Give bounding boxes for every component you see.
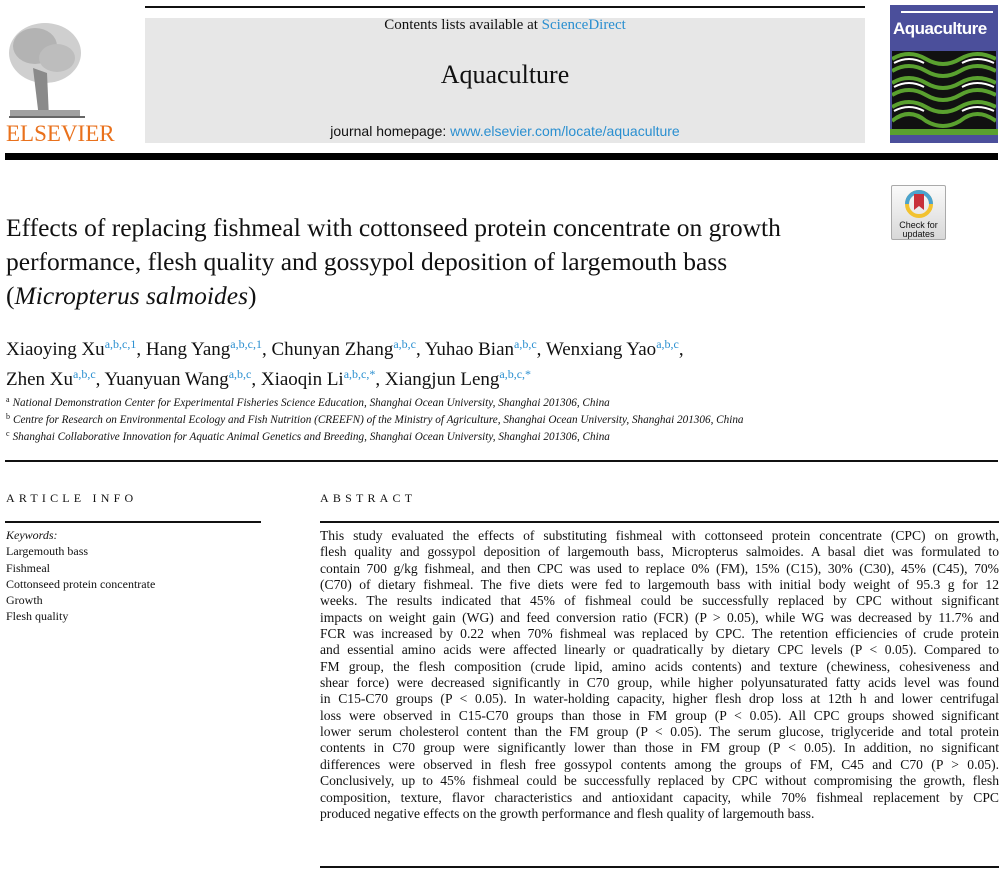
abstract-heading: ABSTRACT [320,491,417,505]
abstract-line: produced negative effects on the growth … [320,805,815,821]
abstract-line: FM group, the flesh composition (crude l… [320,658,999,674]
cover-rule [901,11,993,13]
check-updates-line2: updates [902,229,935,239]
abstract-rule [320,521,999,523]
affiliation: b Centre for Research on Environmental Ec… [6,412,744,426]
abstract-line: (C70) of dietary fishmeal. The five diet… [320,577,999,593]
keyword: Largemouth bass [6,544,89,559]
elsevier-logo[interactable]: ELSEVIER [5,18,118,146]
check-updates-line1: Check for [899,220,938,230]
abstract-line: impacts on weight gain (WG) and feed con… [320,609,999,625]
article-info-rule [5,521,261,523]
author[interactable]: Xiaoqin Lia,b,c,* [260,367,376,390]
sciencedirect-link[interactable]: ScienceDirect [541,17,626,33]
keywords-label: Keywords: [6,528,58,542]
author[interactable]: Xiaoying Xua,b,c,1 [6,337,137,360]
author[interactable]: Chunyan Zhanga,b,c [271,337,417,360]
elsevier-wordmark: ELSEVIER [6,121,115,143]
header-thick-bar [5,153,998,160]
author[interactable]: Hang Yanga,b,c,1 [145,337,262,360]
affiliation: c Shanghai Collaborative Innovation for A… [6,429,610,443]
abstract-line: shear force) were decreased significantl… [320,675,999,691]
journal-name: Aquaculture [440,60,570,89]
homepage-line: journal homepage: www.elsevier.com/locat… [145,123,865,139]
keywords-list: Keywords: Largemouth bass Fishmeal Cotto… [6,527,155,625]
title-species: Micropterus salmoides [14,281,249,310]
cover-wave-pattern-icon [892,51,996,129]
abstract-line: contents in C70 group were significantly… [320,740,999,756]
header-top-rule [145,6,865,8]
author[interactable]: Xiangjun Lenga,b,c,* [384,367,532,390]
contents-line: Contents lists available at ScienceDirec… [145,17,865,34]
abstract-line: FCR was increased by 0.22 when 70% fishm… [320,626,999,642]
abstract-line: weeks. The results indicated that 45% of… [320,593,999,609]
abstract-text: This study evaluated the effects of subs… [320,528,999,822]
author[interactable]: Wenxiang Yaoa,b,c [545,337,679,360]
title-line: Effects of replacing fishmeal with cotto… [6,213,781,242]
author[interactable]: Zhen Xua,b,c [6,367,96,390]
title-paren: ) [248,281,257,310]
homepage-label: journal homepage: [330,123,451,139]
check-updates-icon [904,190,933,218]
abstract-line: in C15-C70 groups (P < 0.05). In water-h… [320,691,999,707]
cover-green-band [890,129,998,135]
abstract-line: This study evaluated the effects of subs… [320,528,999,543]
abstract-line: loss were observed in C15-C70 groups tha… [320,707,999,723]
affiliation: a National Demonstration Center for Exper… [6,395,610,409]
contents-text: Contents lists available at [384,17,542,33]
cover-title: Aquaculture [893,19,987,38]
abstract-line: contain 700 g/kg fishmeal, and then CPC … [320,560,999,576]
author[interactable]: Yuanyuan Wanga,b,c [104,367,252,390]
title-paren: ( [6,281,15,310]
keyword: Growth [6,593,43,608]
keyword: Flesh quality [6,609,69,624]
journal-header-box: Contents lists available at ScienceDirec… [145,17,865,143]
title-line: (Micropterus salmoides) [6,279,876,313]
check-for-updates-button[interactable]: Check for updates [891,185,946,240]
abstract-line: Conclusively, up to 45% fishmeal could b… [320,773,999,789]
author-list: Xiaoying Xua,b,c,1, Hang Yanga,b,c,1, Ch… [6,337,684,390]
abstract-line: lower serum cholesterol content than the… [320,724,999,740]
title-line: performance, flesh quality and gossypol … [6,247,728,276]
keyword: Fishmeal [6,560,50,575]
abstract-line: flesh quality and gossypol deposition of… [320,544,999,560]
keyword: Cottonseed protein concentrate [6,576,156,591]
section-divider [5,460,998,462]
abstract-bottom-rule [320,866,999,868]
abstract-line: composition, texture, flavor characteris… [320,789,999,805]
homepage-link[interactable]: www.elsevier.com/locate/aquaculture [450,123,680,139]
article-info-heading: ARTICLE INFO [6,491,138,505]
abstract-line: differences were observed in flesh free … [320,756,999,772]
abstract-line: and essential amino acids were affected … [320,642,999,658]
elsevier-tree-icon: ELSEVIER [5,18,118,146]
journal-cover[interactable]: Aquaculture [890,5,998,143]
article-title: Effects of replacing fishmeal with cotto… [6,211,876,313]
author[interactable]: Yuhao Biana,b,c [424,337,537,360]
